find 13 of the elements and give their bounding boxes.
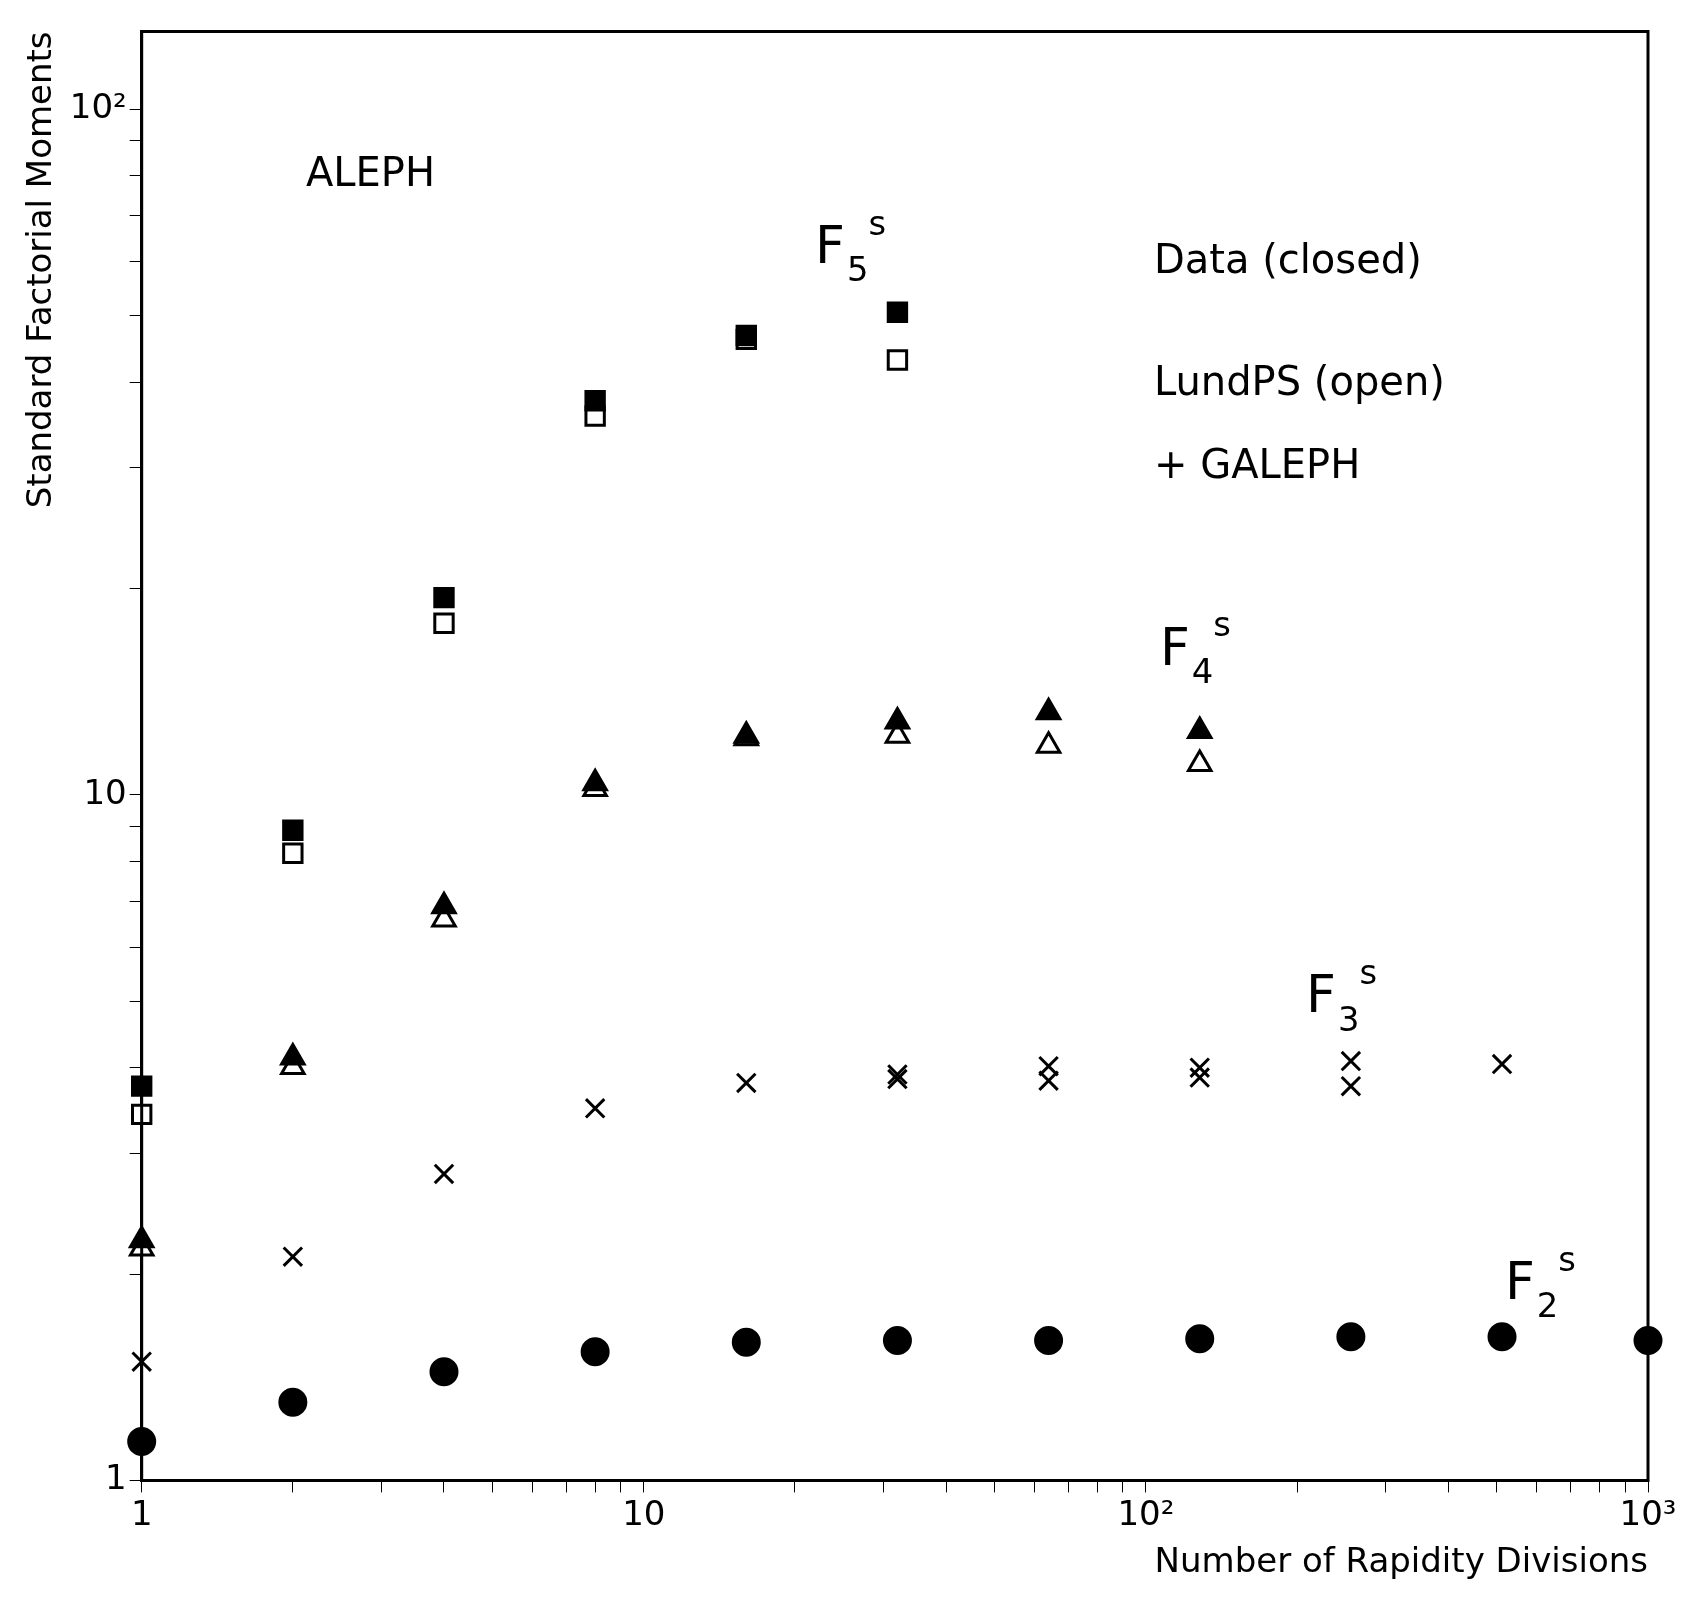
y-tick-label: 10 — [83, 771, 127, 812]
y-tick-label: 10² — [69, 86, 127, 127]
annotation: Data (closed) — [1153, 236, 1422, 283]
x-tick-label: 1 — [130, 1492, 153, 1533]
x-tick-label: 10³ — [1619, 1492, 1677, 1533]
x-axis-title: Number of Rapidity Divisions — [1154, 1540, 1648, 1581]
annotation: + GALEPH — [1153, 440, 1361, 487]
annotation: LundPS (open) — [1153, 358, 1445, 405]
y-axis-title: Standard Factorial Moments — [19, 31, 60, 509]
y-tick-label: 1 — [105, 1457, 127, 1498]
x-tick-label: 10 — [622, 1492, 666, 1533]
annotation: ALEPH — [305, 149, 436, 196]
x-tick-label: 10² — [1117, 1492, 1175, 1533]
